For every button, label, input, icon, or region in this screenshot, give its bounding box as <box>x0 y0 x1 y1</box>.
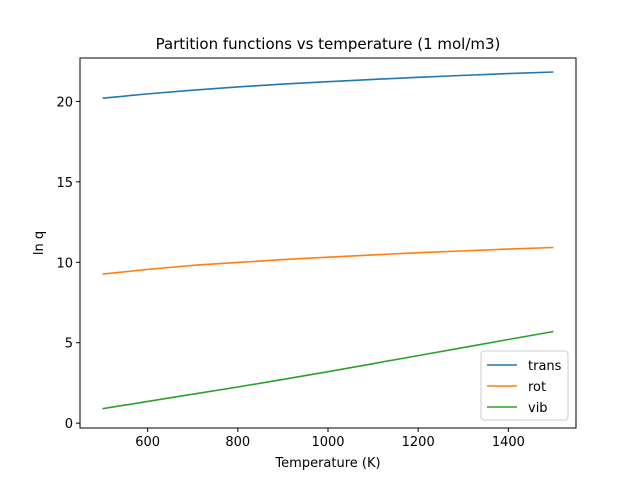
y-axis-label: ln q <box>32 231 47 255</box>
x-tick-label: 1200 <box>402 435 435 450</box>
x-axis-label: Temperature (K) <box>274 456 380 471</box>
plot-frame <box>79 57 577 429</box>
y-tick-label: 20 <box>56 95 73 110</box>
legend-label-rot: rot <box>528 380 546 395</box>
legend-label-trans: trans <box>528 359 562 374</box>
legend: trans rot vib <box>480 350 569 421</box>
y-tick-label: 10 <box>56 256 73 271</box>
x-tick-label: 1000 <box>311 435 344 450</box>
y-tick-label: 15 <box>56 176 73 191</box>
legend-box <box>480 350 569 421</box>
x-tick-label: 800 <box>225 435 250 450</box>
ticks-layer: 600 800 1000 1200 1400 0 5 10 15 20 <box>56 95 524 450</box>
y-tick-label: 0 <box>65 417 73 432</box>
series-line-trans <box>102 71 554 100</box>
x-tick-label: 1400 <box>492 435 525 450</box>
chart-title: Partition functions vs temperature (1 mo… <box>156 35 501 53</box>
series-line-rot <box>102 246 554 275</box>
legend-label-vib: vib <box>528 401 548 416</box>
series-line-vib <box>102 330 554 410</box>
y-tick-label: 5 <box>65 337 73 352</box>
x-tick-label: 600 <box>135 435 160 450</box>
series-layer <box>102 71 554 410</box>
